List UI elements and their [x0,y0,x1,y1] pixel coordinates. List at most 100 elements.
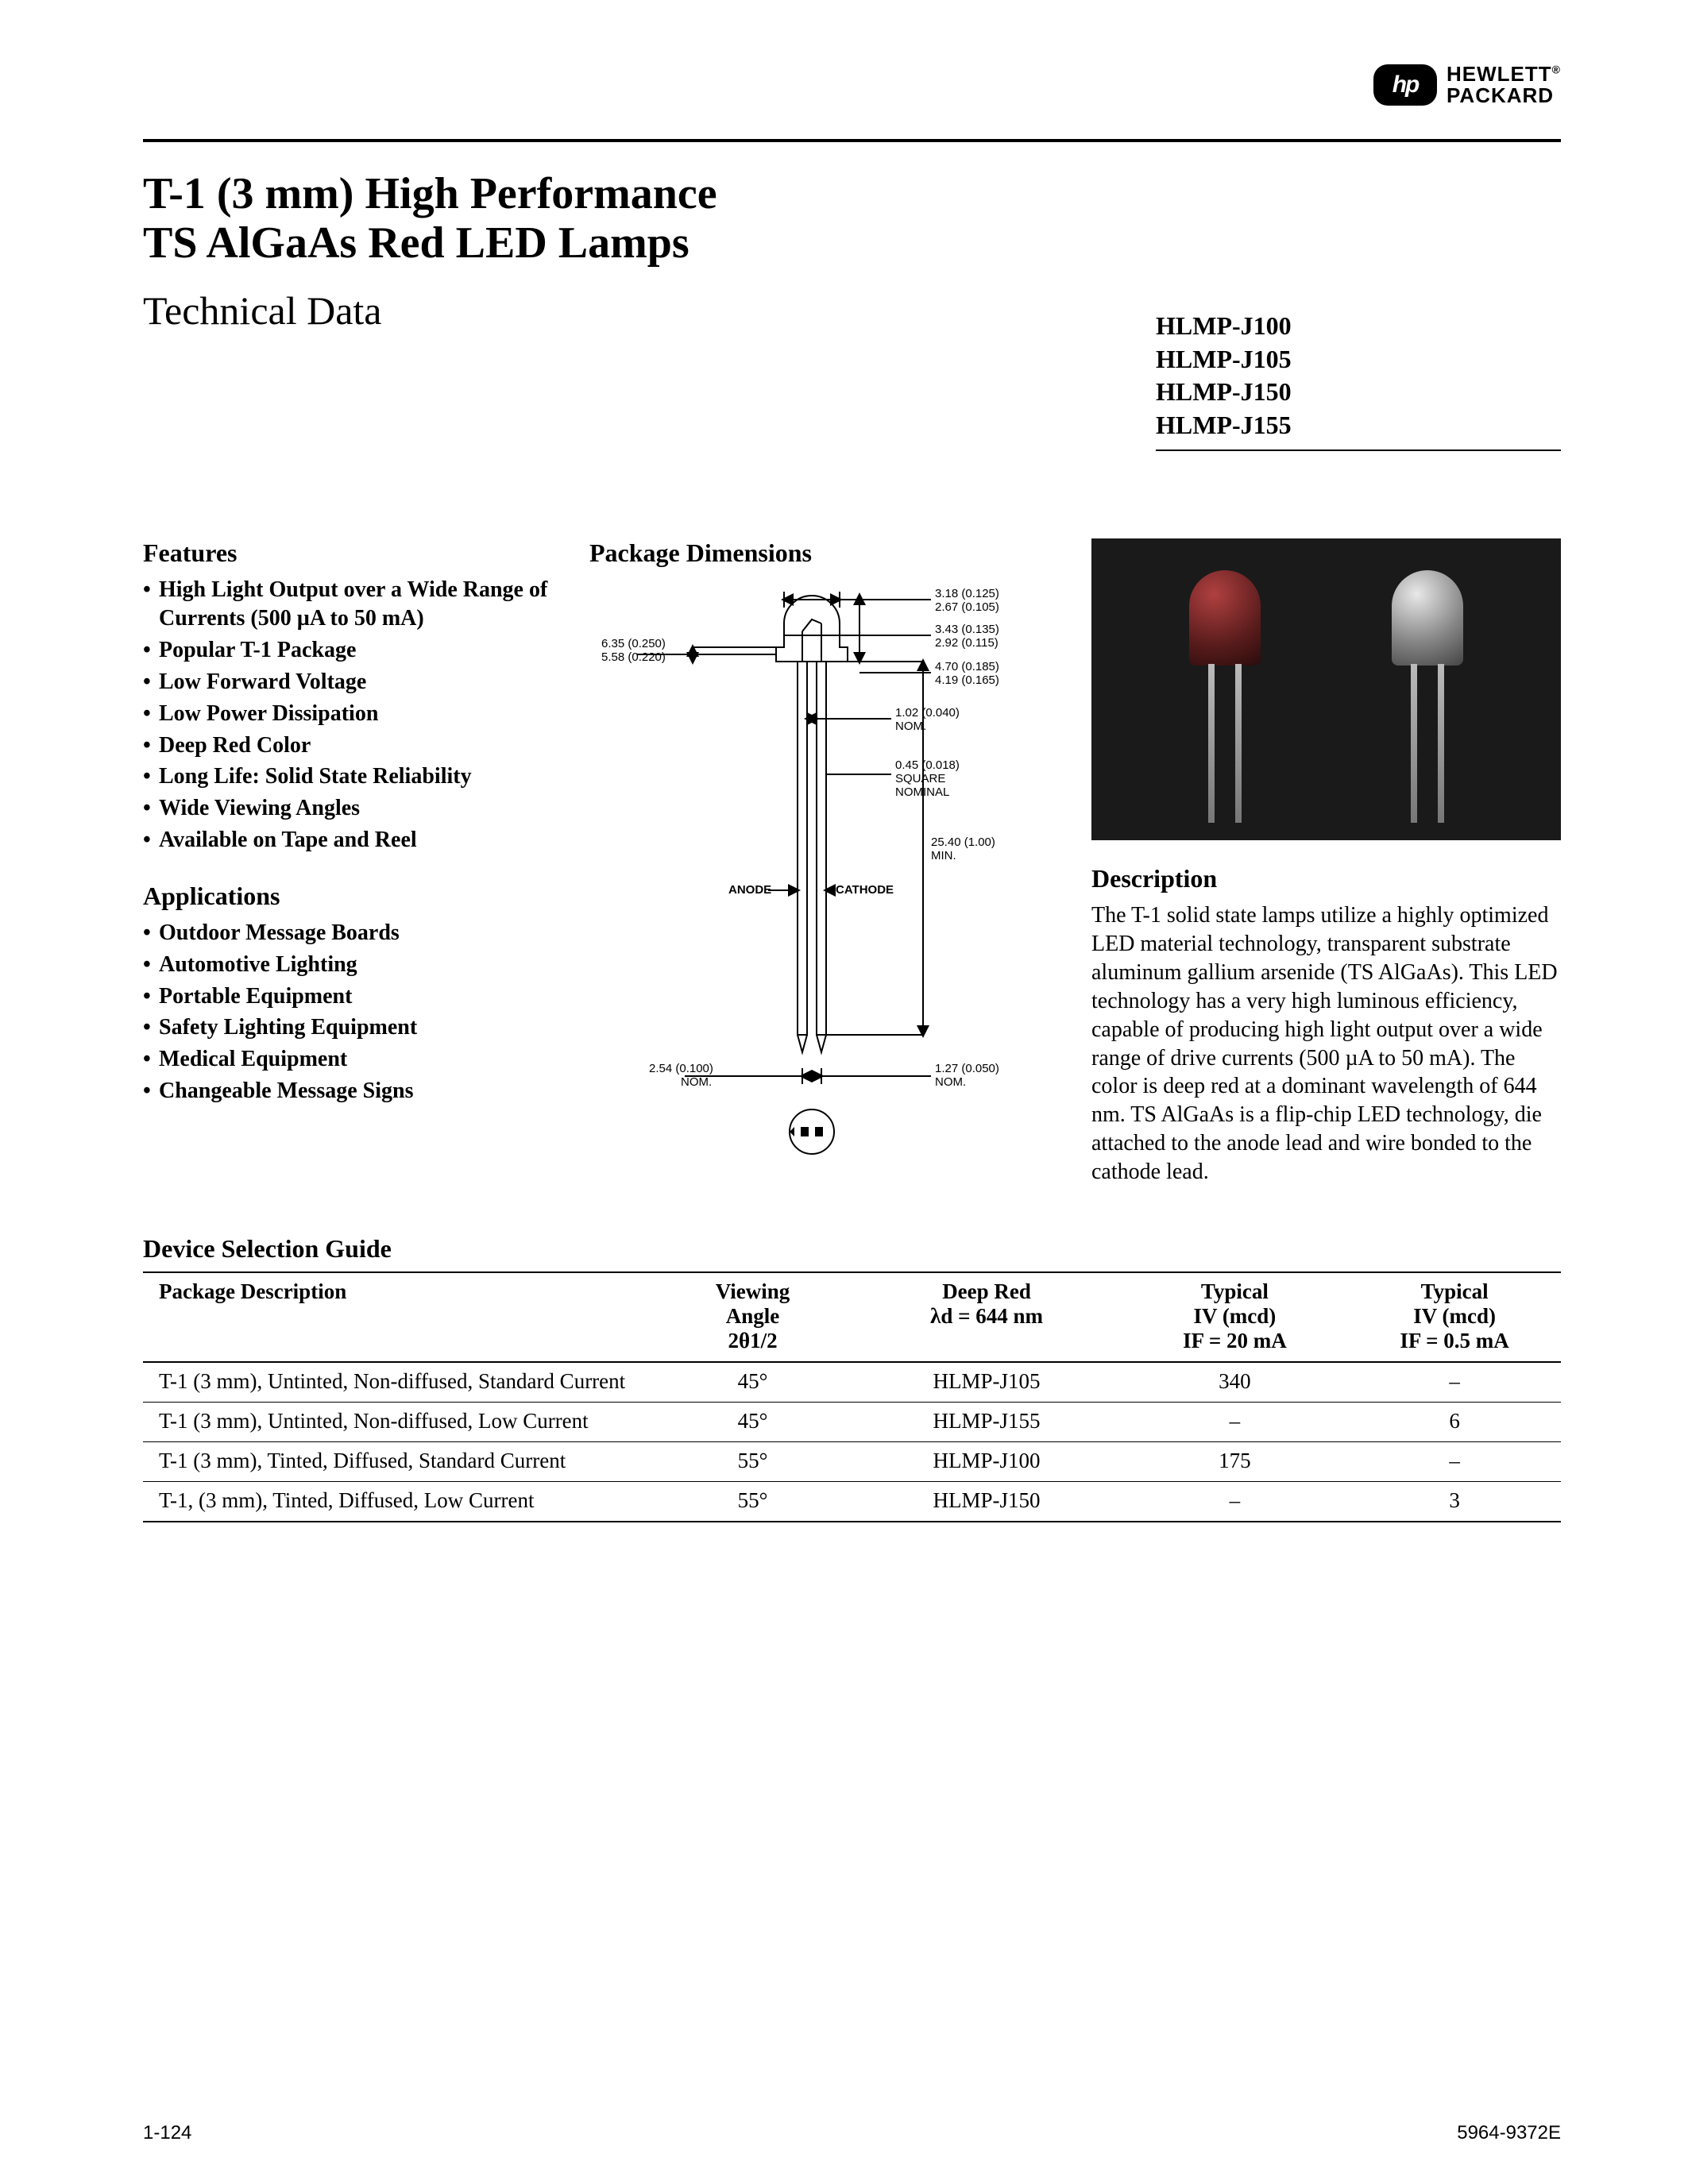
dim-sq-note1: SQUARE [895,772,945,785]
dim-leadw-note: NOM. [935,1075,966,1089]
dim-pitch-note: NOM. [681,1075,712,1089]
col-header: Package Description [143,1272,654,1362]
features-heading: Features [143,538,556,568]
cell: HLMP-J100 [852,1441,1121,1481]
col-package-dimensions: Package Dimensions [589,538,1058,1186]
part-number: HLMP-J150 [1156,376,1561,409]
dim-flangeb: 5.58 (0.220) [601,650,666,664]
dim-leadlen-note: MIN. [931,849,956,862]
application-item: Medical Equipment [159,1045,556,1074]
page-footer: 1-124 5964-9372E [143,2122,1561,2144]
led-photo-clear [1384,570,1471,824]
application-item: Outdoor Message Boards [159,919,556,947]
dim-d2: 3.43 (0.135) [935,623,999,636]
table-row: T-1 (3 mm), Untinted, Non-diffused, Stan… [143,1362,1561,1403]
label-cathode: CATHODE [836,883,894,897]
part-number: HLMP-J105 [1156,343,1561,376]
cell: – [1122,1481,1349,1522]
cell: T-1 (3 mm), Untinted, Non-diffused, Low … [143,1402,654,1441]
table-row: T-1, (3 mm), Tinted, Diffused, Low Curre… [143,1481,1561,1522]
selection-table: Package Description Viewing Angle 2θ1/2 … [143,1271,1561,1522]
footer-right: 5964-9372E [1457,2122,1561,2144]
applications-list: Outdoor Message Boards Automotive Lighti… [143,919,556,1106]
dim-pitch: 2.54 (0.100) [649,1062,713,1075]
cell: 55° [654,1481,852,1522]
part-number: HLMP-J155 [1156,409,1561,442]
feature-item: Available on Tape and Reel [159,826,556,855]
cell: HLMP-J155 [852,1402,1121,1441]
cell: 45° [654,1402,852,1441]
title-line-1: T-1 (3 mm) High Performance [143,169,717,218]
cell: 175 [1122,1441,1349,1481]
device-selection-guide: Device Selection Guide Package Descripti… [143,1234,1561,1522]
col-header: Deep Red λd = 644 nm [852,1272,1121,1362]
title-line-2: TS AlGaAs Red LED Lamps [143,218,689,268]
cell: 3 [1348,1481,1561,1522]
dim-d2b: 2.92 (0.115) [935,636,999,650]
product-photo [1091,538,1561,840]
col-header: Typical IV (mcd) IF = 0.5 mA [1348,1272,1561,1362]
application-item: Changeable Message Signs [159,1077,556,1106]
brand-header: hp HEWLETT® PACKARD [143,64,1561,107]
application-item: Safety Lighting Equipment [159,1013,556,1042]
col-header: Viewing Angle 2θ1/2 [654,1272,852,1362]
led-photo-tinted [1181,570,1269,824]
table-row: T-1 (3 mm), Tinted, Diffused, Standard C… [143,1441,1561,1481]
guide-heading: Device Selection Guide [143,1234,1561,1264]
dim-d1b: 2.67 (0.105) [935,600,999,614]
applications-heading: Applications [143,882,556,911]
package-dimensions-diagram: 3.18 (0.125) 2.67 (0.105) 3.43 (0.135) 2… [589,576,1058,1179]
pkg-dimensions-heading: Package Dimensions [589,538,1058,568]
main-columns: Features High Light Output over a Wide R… [143,538,1561,1186]
feature-item: Long Life: Solid State Reliability [159,762,556,791]
hp-logo: hp HEWLETT® PACKARD [1373,64,1561,107]
col-description: Description The T-1 solid state lamps ut… [1091,538,1561,1186]
feature-item: High Light Output over a Wide Range of C… [159,576,556,633]
col-header: Typical IV (mcd) IF = 20 mA [1122,1272,1349,1362]
dim-sq: 0.45 (0.018) [895,758,960,772]
subtitle-row: Technical Data HLMP-J100 HLMP-J105 HLMP-… [143,287,1561,451]
hp-name-2: PACKARD [1447,83,1554,107]
description-heading: Description [1091,864,1561,893]
cell: 6 [1348,1402,1561,1441]
cell: – [1348,1441,1561,1481]
dim-leadlen: 25.40 (1.00) [931,835,995,849]
feature-item: Popular T-1 Package [159,636,556,665]
part-number: HLMP-J100 [1156,310,1561,343]
cell: 45° [654,1362,852,1403]
col-features: Features High Light Output over a Wide R… [143,538,556,1186]
cell: T-1, (3 mm), Tinted, Diffused, Low Curre… [143,1481,654,1522]
cell: T-1 (3 mm), Tinted, Diffused, Standard C… [143,1441,654,1481]
dim-gap-note: NOM. [895,720,926,733]
feature-item: Low Forward Voltage [159,668,556,696]
dim-flange: 6.35 (0.250) [601,637,666,650]
dim-d3b: 4.19 (0.165) [935,673,999,687]
cell: – [1348,1362,1561,1403]
cell: T-1 (3 mm), Untinted, Non-diffused, Stan… [143,1362,654,1403]
footer-left: 1-124 [143,2122,191,2144]
cell: 340 [1122,1362,1349,1403]
feature-item: Deep Red Color [159,731,556,760]
features-list: High Light Output over a Wide Range of C… [143,576,556,854]
feature-item: Low Power Dissipation [159,700,556,728]
application-item: Portable Equipment [159,982,556,1011]
feature-item: Wide Viewing Angles [159,794,556,823]
description-body: The T-1 solid state lamps utilize a high… [1091,901,1561,1186]
dim-d1: 3.18 (0.125) [935,587,999,600]
cell: 55° [654,1441,852,1481]
dim-leadw: 1.27 (0.050) [935,1062,999,1075]
cell: HLMP-J150 [852,1481,1121,1522]
hp-logo-mark: hp [1373,64,1437,106]
part-numbers-rule [1156,450,1561,451]
label-anode: ANODE [728,883,771,897]
table-row: T-1 (3 mm), Untinted, Non-diffused, Low … [143,1402,1561,1441]
dim-gap: 1.02 (0.040) [895,706,960,720]
hp-logo-text: HEWLETT® PACKARD [1447,64,1561,107]
table-header-row: Package Description Viewing Angle 2θ1/2 … [143,1272,1561,1362]
application-item: Automotive Lighting [159,951,556,979]
cell: – [1122,1402,1349,1441]
hp-reg: ® [1552,63,1561,75]
subtitle: Technical Data [143,287,382,334]
part-numbers: HLMP-J100 HLMP-J105 HLMP-J150 HLMP-J155 [1156,310,1561,451]
selection-table-body: T-1 (3 mm), Untinted, Non-diffused, Stan… [143,1362,1561,1522]
